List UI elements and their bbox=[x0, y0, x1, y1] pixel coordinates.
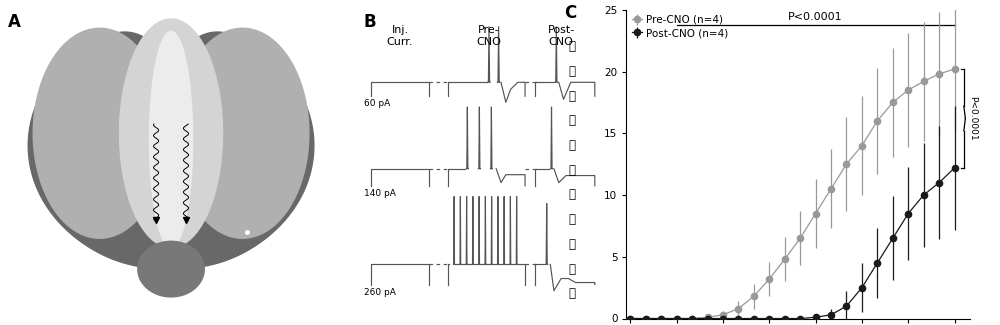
Text: A: A bbox=[8, 13, 21, 31]
Text: D: D bbox=[44, 223, 52, 232]
Text: ）: ） bbox=[568, 287, 575, 300]
Polygon shape bbox=[33, 28, 166, 238]
Text: 发: 发 bbox=[568, 139, 575, 152]
Polygon shape bbox=[138, 241, 204, 297]
Text: V: V bbox=[45, 289, 52, 298]
Text: 60 pA: 60 pA bbox=[364, 99, 390, 108]
Legend: Pre-CNO (n=4), Post-CNO (n=4): Pre-CNO (n=4), Post-CNO (n=4) bbox=[632, 15, 728, 38]
Text: R: R bbox=[80, 258, 87, 267]
Polygon shape bbox=[120, 19, 223, 247]
Text: 个: 个 bbox=[568, 263, 575, 276]
Text: 数: 数 bbox=[568, 213, 575, 226]
Text: Inj.
Curr.: Inj. Curr. bbox=[387, 25, 413, 47]
Text: Pre-
CNO: Pre- CNO bbox=[477, 25, 501, 47]
Text: C: C bbox=[565, 4, 577, 21]
Text: （: （ bbox=[568, 238, 575, 251]
Text: 140 pA: 140 pA bbox=[364, 189, 396, 198]
Polygon shape bbox=[149, 32, 193, 247]
Polygon shape bbox=[176, 28, 309, 238]
Text: Post-
CNO: Post- CNO bbox=[548, 25, 575, 47]
Text: B: B bbox=[364, 13, 377, 31]
Polygon shape bbox=[28, 32, 314, 269]
Text: 电: 电 bbox=[568, 90, 575, 103]
Text: 260 pA: 260 pA bbox=[364, 288, 396, 297]
Text: L: L bbox=[11, 258, 17, 267]
Text: 个: 个 bbox=[568, 188, 575, 202]
Text: 位: 位 bbox=[568, 114, 575, 127]
Text: 动: 动 bbox=[568, 40, 575, 53]
Text: P<0.0001: P<0.0001 bbox=[788, 12, 843, 22]
Text: P<0.0001: P<0.0001 bbox=[968, 96, 977, 141]
Text: 放: 放 bbox=[568, 164, 575, 177]
Text: 作: 作 bbox=[568, 65, 575, 78]
